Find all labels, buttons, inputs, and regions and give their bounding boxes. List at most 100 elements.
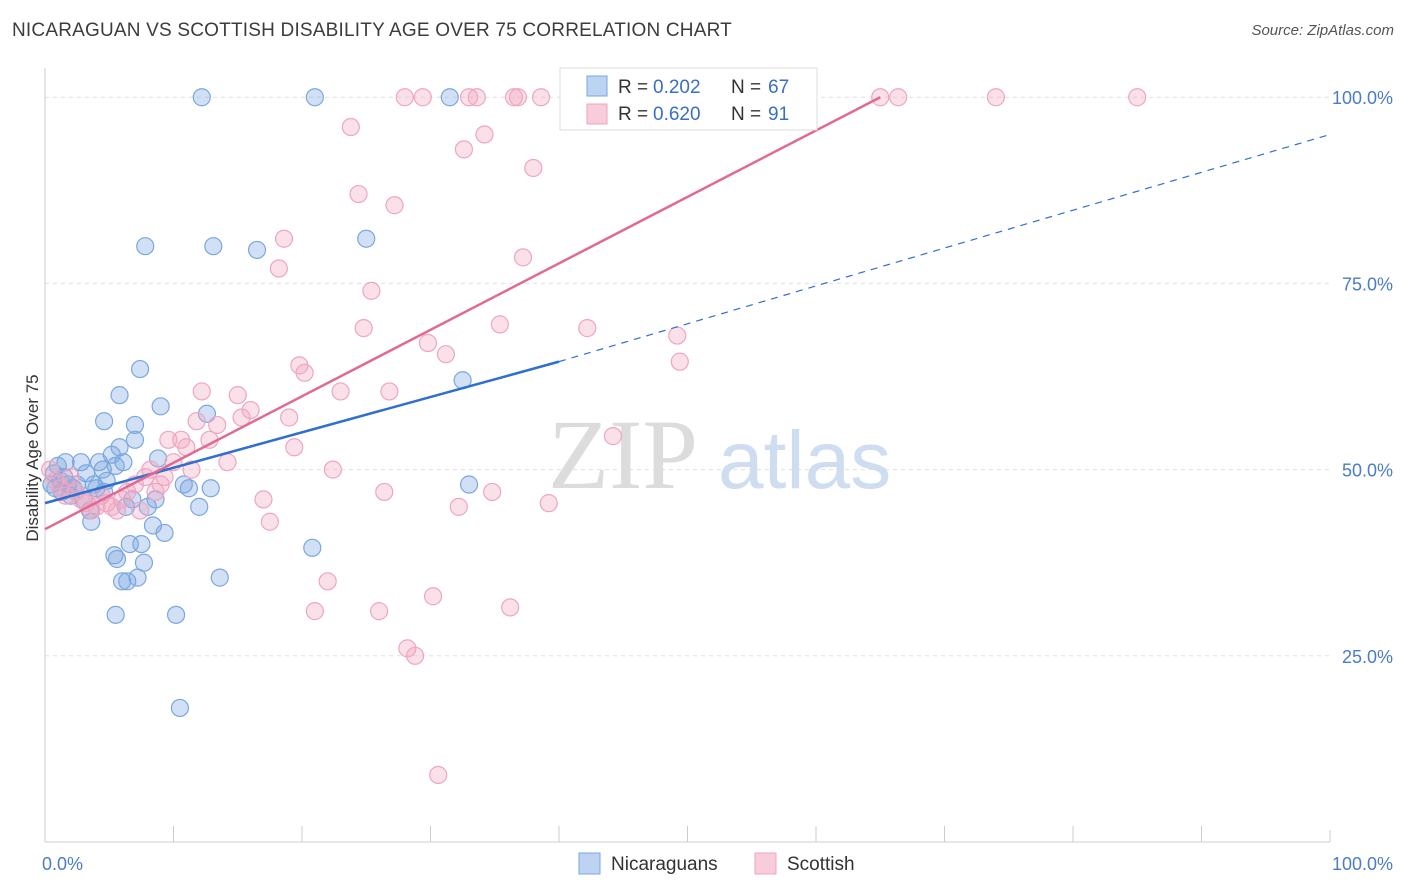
scottish-point-23	[159, 430, 178, 449]
nicaraguans-point-64	[440, 88, 459, 107]
scottish-point-66	[459, 88, 479, 107]
watermark-atlas: atlas	[718, 415, 891, 506]
scottish-point-75	[531, 88, 551, 107]
nicaraguans-trend-dashed	[558, 133, 1331, 363]
scottish-point-47	[331, 382, 350, 401]
nicaraguans-point-28	[107, 549, 127, 569]
scottish-point-33	[228, 386, 247, 405]
nicaraguans-point-58	[204, 237, 223, 256]
legend-swatch-nicaraguans	[586, 75, 608, 97]
scottish-point-55	[385, 196, 404, 215]
scottish-point-72	[508, 88, 527, 107]
scottish-point-27	[182, 460, 201, 479]
y-tick-label-100: 100.0%	[1332, 88, 1393, 108]
nicaraguans-point-30	[110, 438, 129, 457]
x-tick-label-0: 0.0%	[42, 854, 83, 874]
scottish-point-52	[370, 602, 389, 621]
nicaraguans-point-48	[151, 397, 170, 416]
scottish-point-58	[405, 646, 425, 665]
nicaraguans-point-65	[459, 475, 479, 494]
nicaraguans-point-29	[110, 386, 129, 405]
scottish-point-45	[318, 572, 337, 591]
nicaraguans-point-56	[197, 404, 217, 423]
nicaraguans-point-62	[305, 88, 324, 107]
scottish-point-38	[269, 259, 288, 278]
scottish-point-43	[295, 363, 314, 382]
y-tick-label-25: 25.0%	[1342, 647, 1393, 667]
nicaraguans-point-38	[125, 430, 145, 449]
scottish-point-68	[475, 125, 494, 144]
nicaraguans-trend-solid	[44, 360, 560, 505]
scottish-point-49	[349, 184, 368, 204]
scottish-point-90	[504, 88, 524, 107]
legend-bottom-label-nicaraguans: Nicaraguans	[611, 854, 718, 875]
scottish-point-79	[603, 427, 623, 446]
nicaraguans-point-43	[136, 237, 155, 256]
scottish-point-87	[889, 88, 908, 107]
watermark-zip: ZIP	[548, 399, 698, 510]
legend-bottom-swatch-scottish	[754, 852, 777, 875]
legend-n-label-scottish: N =	[731, 104, 761, 125]
legend-r-label-nicaraguans: R =	[618, 77, 648, 98]
scottish-point-48	[341, 117, 360, 137]
nicaraguans-point-32	[114, 453, 133, 472]
nicaraguans-point-42	[134, 553, 154, 572]
scottish-point-36	[254, 490, 273, 509]
scottish-point-31	[208, 415, 227, 435]
scottish-point-69	[483, 482, 502, 502]
nicaraguans-point-31	[112, 572, 132, 591]
scottish-point-57	[398, 639, 417, 658]
nicaraguans-point-27	[106, 605, 125, 624]
scottish-point-78	[578, 319, 597, 338]
scottish-point-61	[423, 587, 443, 606]
scottish-point-40	[280, 408, 299, 427]
scottish-point-59	[413, 88, 432, 107]
legend-r-nicaraguans: 0.202	[653, 77, 701, 98]
legend-top: R = 0.202 N = 67 R = 0.620 N = 91	[559, 67, 818, 131]
x-tick-label-100: 100.0%	[1332, 854, 1393, 874]
scottish-point-54	[380, 382, 399, 401]
legend-n-scottish: 91	[768, 104, 789, 125]
y-tick-labels: 25.0% 50.0% 75.0% 100.0%	[1332, 88, 1393, 667]
scottish-point-76	[539, 494, 558, 513]
scottish-point-64	[449, 497, 468, 516]
scottish-point-53	[375, 482, 394, 502]
scottish-point-41	[285, 438, 304, 457]
scottish-point-13	[107, 501, 127, 520]
scottish-point-74	[524, 158, 543, 178]
scottish-point-29	[192, 382, 211, 401]
scottish-point-28	[187, 412, 206, 431]
scottish-point-32	[218, 453, 237, 472]
y-tick-label-50: 50.0%	[1342, 461, 1393, 481]
nicaraguans-point-40	[130, 359, 150, 379]
nicaraguans-point-53	[179, 479, 199, 498]
scottish-point-88	[986, 88, 1006, 107]
scottish-point-73	[513, 248, 533, 267]
scottish-point-56	[395, 88, 414, 107]
nicaraguans-point-59	[210, 568, 229, 587]
scottish-point-71	[501, 598, 520, 617]
y-tick-label-75: 75.0%	[1342, 274, 1393, 294]
legend-n-nicaraguans: 67	[768, 77, 789, 98]
y-axis-label: Disability Age Over 75	[23, 374, 42, 541]
legend-r-scottish: 0.620	[653, 104, 701, 125]
scottish-point-67	[467, 88, 486, 107]
scottish-point-44	[305, 602, 324, 621]
legend-swatch-scottish	[586, 103, 608, 125]
scottish-point-17	[130, 501, 150, 520]
nicaraguans-point-57	[201, 479, 220, 498]
scottish-point-82	[670, 352, 689, 371]
legend-bottom-label-scottish: Scottish	[787, 854, 855, 875]
nicaraguans-point-55	[192, 88, 211, 107]
nicaraguans-point-12	[71, 453, 91, 472]
nicaraguans-point-49	[155, 523, 174, 543]
scottish-point-39	[274, 229, 294, 248]
legend-bottom-swatch-nicaraguans	[578, 852, 601, 875]
nicaraguans-point-37	[125, 415, 145, 435]
scottish-point-35	[241, 400, 260, 420]
scottish-point-62	[429, 765, 448, 785]
legend-n-label-nicaraguans: N =	[731, 77, 761, 98]
scottish-point-70	[490, 315, 509, 334]
chart-title: NICARAGUAN VS SCOTTISH DISABILITY AGE OV…	[12, 20, 732, 41]
